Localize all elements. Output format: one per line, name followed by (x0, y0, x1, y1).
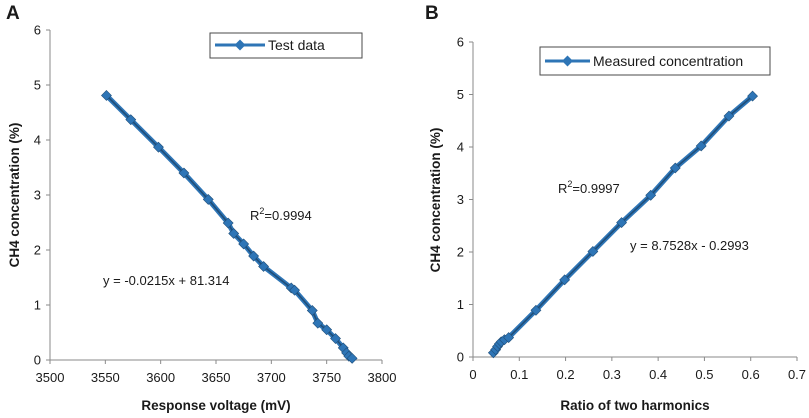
legend-marker-a (234, 39, 246, 51)
x-tick-label: 0.5 (695, 367, 713, 382)
data-point (669, 162, 681, 174)
data-point (530, 304, 542, 316)
data-point (101, 90, 112, 101)
chart-a: A 3500 3550 3600 3650 3700 3750 3800 0 1 2 3 4 5 6 R… (6, 3, 396, 413)
y-tick-label: 2 (34, 243, 41, 258)
x-tick-label: 0.3 (603, 367, 621, 382)
data-point (503, 332, 515, 343)
r-squared-value-a: =0.9994 (264, 208, 311, 223)
y-tick-label: 1 (34, 298, 41, 313)
data-point (125, 114, 137, 126)
data-point (747, 90, 758, 102)
y-tick-label: 5 (457, 87, 464, 102)
data-point (346, 352, 358, 364)
x-tick-label: 3650 (202, 370, 231, 385)
y-tick-label: 5 (34, 78, 41, 93)
x-axis-label-a: Response voltage (mV) (141, 398, 290, 413)
data-point (202, 193, 214, 205)
y-tick-label: 1 (457, 297, 464, 312)
data-point (312, 317, 324, 329)
x-tick-label: 0 (469, 367, 476, 382)
x-tick-label: 0.6 (742, 367, 760, 382)
data-point (258, 261, 270, 272)
equation-a: y = -0.0215x + 81.314 (103, 273, 229, 288)
data-point (248, 250, 260, 262)
y-tick-label: 0 (457, 350, 464, 365)
data-point (228, 228, 240, 239)
data-point (559, 274, 571, 286)
x-tick-label: 0.7 (788, 367, 806, 382)
x-tick-label: 3750 (312, 370, 341, 385)
x-tick-label: 3500 (36, 370, 65, 385)
legend-text-b: Measured concentration (593, 53, 743, 69)
x-tick-label: 3800 (368, 370, 397, 385)
equation-b: y = 8.7528x - 0.2993 (630, 238, 749, 253)
r-squared-sup-b: 2 (567, 179, 572, 189)
y-tick-label: 0 (34, 353, 41, 368)
y-tick-label: 4 (34, 133, 41, 148)
data-point (645, 189, 657, 201)
r-squared-b: R2=0.9997 (558, 179, 620, 196)
panel-label-b: B (425, 3, 439, 24)
data-point (306, 305, 318, 316)
r-squared-sup-a: 2 (259, 206, 264, 216)
x-tick-label: 0.1 (510, 367, 528, 382)
data-point (153, 141, 164, 153)
x-tick-label: 3600 (146, 370, 175, 385)
r-squared-a: R2=0.9994 (250, 206, 312, 223)
y-tick-label: 3 (34, 188, 41, 203)
x-tick-label: 0.2 (557, 367, 575, 382)
data-point (695, 140, 707, 152)
y-tick-label: 4 (457, 140, 464, 155)
x-tick-label: 3550 (91, 370, 120, 385)
panel-label-a: A (6, 3, 20, 24)
data-point (723, 110, 735, 122)
y-axis-label-a: CH4 concentration (%) (7, 123, 22, 268)
legend-b: Measured concentration (539, 46, 771, 76)
data-point (330, 333, 341, 344)
y-tick-label: 3 (457, 192, 464, 207)
legend-marker-b (562, 55, 573, 67)
x-tick-label: 3700 (257, 370, 286, 385)
y-tick-label: 2 (457, 245, 464, 260)
x-tick-label: 0.4 (649, 367, 667, 382)
data-point (321, 324, 333, 336)
legend-text-a: Test data (268, 37, 325, 53)
y-tick-label: 6 (34, 23, 41, 38)
data-point (222, 217, 234, 229)
data-point (616, 217, 628, 229)
r-squared-base-a: R (250, 208, 259, 223)
data-point (289, 284, 300, 296)
data-point (178, 167, 190, 179)
data-point (587, 246, 599, 257)
y-axis-label-b: CH4 concentration (%) (428, 128, 443, 273)
legend-a: Test data (209, 32, 363, 59)
r-squared-value-b: =0.9997 (572, 181, 619, 196)
data-point (238, 238, 250, 250)
chart-b: B 0 0.1 0.2 0.3 0.4 0.5 0.6 0.7 0 1 2 3 4 5 6 Ratio o… (425, 3, 806, 413)
r-squared-base-b: R (558, 181, 567, 196)
x-axis-label-b: Ratio of two harmonics (560, 398, 709, 413)
y-tick-label: 6 (457, 35, 464, 50)
